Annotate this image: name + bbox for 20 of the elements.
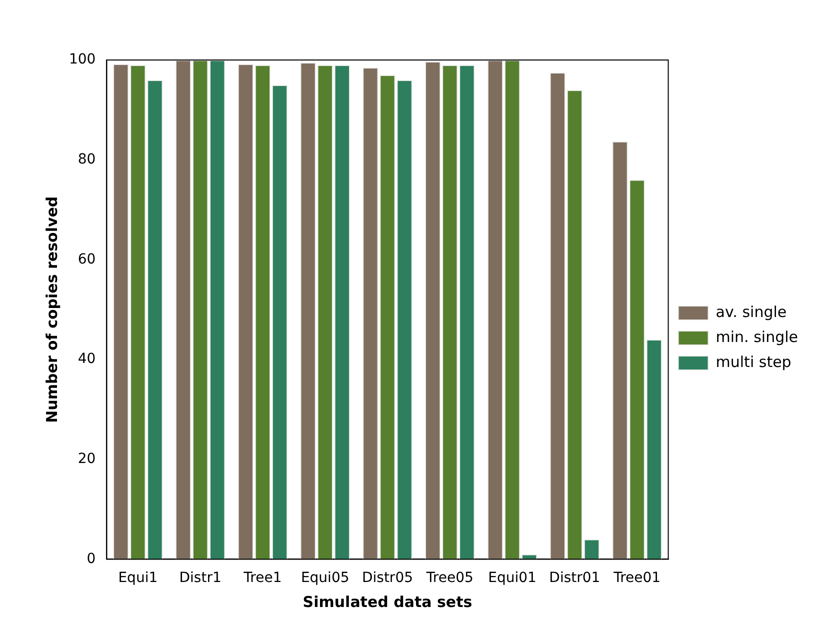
y-tick-label: 20	[78, 451, 96, 467]
y-tick-label: 40	[78, 351, 96, 368]
legend-label: av. single	[716, 302, 787, 321]
x-tick-label: Tree05	[425, 570, 474, 586]
y-axis-title: Number of copies resolved	[42, 196, 61, 423]
y-tick-label: 0	[86, 550, 96, 567]
y-tick-label: 80	[78, 151, 96, 168]
x-tick-label: Tree1	[242, 570, 282, 586]
y-tick-label: 100	[68, 52, 96, 68]
legend-label: min. single	[716, 328, 798, 346]
x-tick-label: Equi1	[118, 570, 158, 586]
x-tick-label: Equi01	[488, 570, 536, 586]
x-tick-label: Distr1	[179, 570, 222, 586]
legend-label: multi step	[716, 352, 792, 371]
x-tick-label: Distr05	[362, 570, 414, 586]
x-tick-label: Tree01	[612, 570, 661, 586]
x-axis-title: Simulated data sets	[302, 592, 472, 611]
y-tick-label: 60	[78, 251, 96, 268]
x-tick-label: Distr01	[549, 570, 600, 586]
x-tick-label: Equi05	[300, 570, 350, 586]
